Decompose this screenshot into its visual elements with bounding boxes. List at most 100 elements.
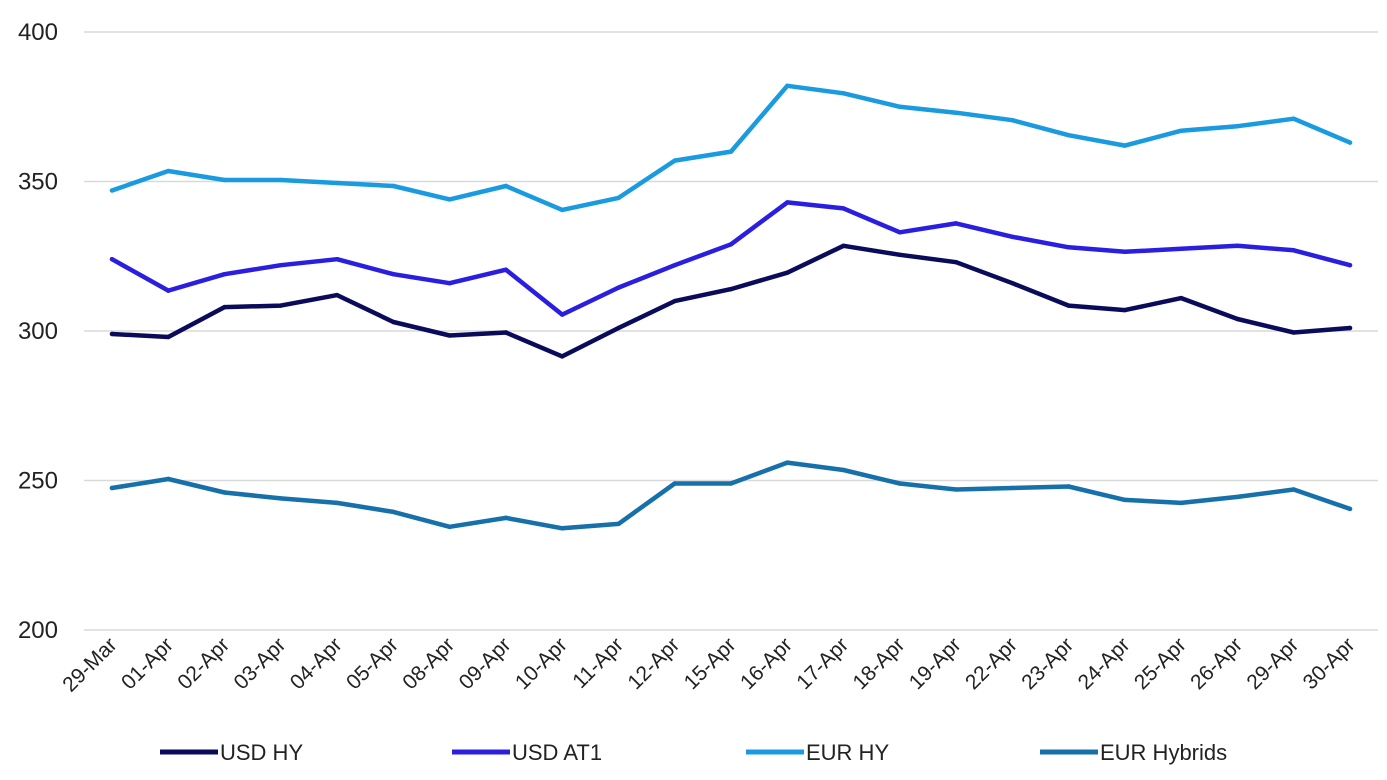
data-point-usd-hy [728,286,734,292]
legend-label-eur-hybrids: EUR Hybrids [1100,740,1227,765]
data-point-eur-hybrids [391,509,396,515]
data-point-eur-hy [503,183,509,189]
x-tick-label: 17-Apr [792,633,853,694]
x-axis-ticks: 29-Mar01-Apr02-Apr03-Apr04-Apr05-Apr08-A… [58,633,1359,696]
data-point-eur-hy [1235,123,1240,129]
legend: USD HY USD AT1 EUR HY EUR Hybrids [160,740,1227,765]
data-point-eur-hy [728,149,734,154]
data-point-eur-hy [391,183,396,189]
data-point-eur-hy [785,83,790,89]
data-point-eur-hy [1010,118,1015,123]
y-tick-label: 250 [18,468,58,495]
data-point-eur-hy [109,188,115,193]
data-point-usd-at1 [1347,263,1353,268]
data-point-eur-hybrids [728,481,734,486]
x-tick-label: 22-Apr [961,633,1022,694]
y-tick-label: 300 [18,318,58,345]
data-point-usd-hy [447,333,452,338]
x-tick-label: 25-Apr [1130,633,1191,694]
x-tick-label: 23-Apr [1017,633,1078,694]
x-tick-label: 12-Apr [623,633,684,694]
x-tick-label: 02-Apr [173,633,234,694]
data-point-usd-at1 [616,285,621,290]
data-point-usd-at1 [897,230,903,235]
data-point-usd-at1 [1235,243,1240,248]
x-tick-label: 16-Apr [736,633,797,694]
data-point-usd-hy [391,319,396,325]
data-point-usd-at1 [278,263,284,268]
data-point-usd-at1 [953,221,959,226]
data-point-usd-at1 [728,242,734,247]
data-point-eur-hybrids [1235,494,1240,500]
data-point-usd-at1 [1122,249,1128,254]
gridlines [84,31,1378,631]
data-point-eur-hybrids [841,467,846,473]
data-point-eur-hybrids [278,496,284,501]
data-point-eur-hybrids [222,490,227,495]
data-point-eur-hy [166,168,171,174]
data-point-usd-hy [1291,330,1296,335]
data-point-usd-hy [559,354,565,359]
legend-label-usd-hy: USD HY [220,740,303,765]
x-tick-label: 29-Mar [58,633,121,696]
data-point-eur-hy [953,110,959,115]
x-tick-label: 08-Apr [398,633,459,694]
data-point-usd-hy [841,243,846,248]
data-point-eur-hy [334,180,340,186]
data-point-usd-at1 [672,263,677,268]
data-point-eur-hybrids [447,524,452,530]
data-point-usd-hy [166,334,171,340]
data-point-usd-at1 [109,257,115,262]
x-tick-label: 04-Apr [286,633,347,694]
data-point-usd-hy [953,260,959,265]
data-point-usd-hy [1235,316,1240,322]
data-point-eur-hybrids [953,487,959,492]
series-line-usd-at1 [109,200,1353,317]
data-point-usd-at1 [222,271,227,277]
data-point-usd-hy [503,330,509,335]
x-tick-label: 24-Apr [1074,633,1135,694]
data-point-eur-hy [1178,128,1184,133]
x-tick-label: 09-Apr [455,633,516,694]
x-tick-label: 01-Apr [117,633,178,694]
data-point-eur-hybrids [1122,497,1128,503]
data-point-eur-hybrids [616,521,621,527]
data-point-usd-at1 [841,206,846,211]
data-point-usd-hy [672,298,677,304]
data-point-usd-at1 [1291,248,1296,253]
data-point-eur-hybrids [503,515,509,521]
data-point-eur-hy [897,104,903,109]
data-point-usd-at1 [559,312,565,317]
data-point-usd-at1 [334,257,340,262]
data-point-eur-hybrids [1010,485,1015,491]
y-tick-label: 350 [18,169,58,196]
series-line-eur-hybrids [109,460,1353,531]
x-tick-label: 03-Apr [230,633,291,694]
data-point-usd-hy [616,325,621,331]
data-point-eur-hy [447,197,452,202]
x-tick-label: 26-Apr [1186,633,1247,694]
y-tick-label: 200 [18,617,58,644]
data-point-eur-hybrids [672,481,677,486]
series-lines [109,83,1353,531]
data-point-usd-at1 [391,271,396,277]
y-tick-label: 400 [18,19,58,46]
data-point-eur-hybrids [1291,487,1296,492]
data-point-eur-hy [1066,132,1071,138]
data-point-eur-hybrids [897,481,903,486]
data-point-usd-hy [1347,325,1353,331]
data-point-eur-hybrids [334,500,340,506]
data-point-eur-hy [1122,143,1128,148]
legend-label-eur-hy: EUR HY [806,740,889,765]
data-point-eur-hybrids [1178,500,1184,506]
data-point-usd-hy [1066,303,1071,308]
data-point-eur-hybrids [785,460,790,465]
data-point-usd-hy [109,331,115,337]
data-point-eur-hybrids [1347,506,1353,512]
y-axis-ticks: 200 250 300 350 400 [18,19,58,644]
data-point-usd-hy [1010,280,1015,286]
data-point-usd-hy [1178,295,1184,301]
data-point-eur-hybrids [559,526,565,531]
data-point-eur-hybrids [109,485,115,491]
